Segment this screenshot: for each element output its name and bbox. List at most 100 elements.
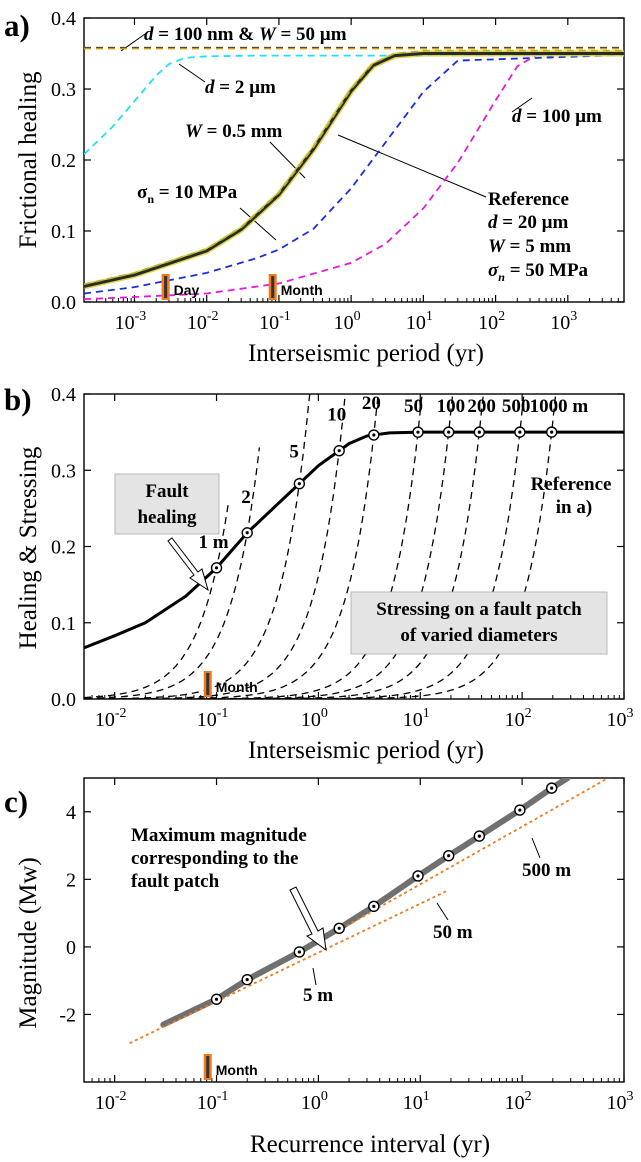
patch-point-dot [245, 531, 249, 535]
patch-label: 50 [404, 396, 423, 417]
fault-healing-line2: healing [137, 507, 197, 528]
magnitude-point-dot [245, 978, 249, 982]
fit-line-0 [129, 890, 447, 1045]
panel-c-arrow [289, 886, 327, 952]
label-500m: 500 m [522, 860, 571, 881]
reference-b-line2: in a) [556, 497, 592, 518]
panel-c-note-line2: corresponding to the [131, 848, 298, 869]
fit-line-1 [335, 778, 609, 933]
fault-healing-box [114, 473, 220, 535]
panel-a-ytick-label: 0.1 [51, 221, 76, 243]
month-marker-a-core [271, 276, 275, 298]
panel-a-xtick-label: 101 [406, 309, 433, 334]
panel-a-xtick-label: 103 [550, 309, 577, 334]
series-line-2 [84, 54, 624, 295]
patch-label: 1 m [199, 532, 229, 553]
panel-b-xtick-label: 10-1 [197, 706, 229, 731]
patch-point-dot [447, 430, 451, 434]
panel-b-tag: b) [4, 382, 32, 417]
magnitude-point-dot [297, 950, 301, 954]
panel-b-xtick-label: 10-2 [95, 706, 127, 731]
panel-a-tag: a) [4, 8, 30, 43]
patch-point-dot [416, 430, 420, 434]
patch-point-dot [214, 566, 219, 570]
magnitude-band [160, 778, 571, 1028]
panel-c-frame [83, 777, 625, 1083]
month-marker-b-label: Month [216, 679, 258, 695]
healing-curve [84, 430, 624, 650]
panel-b-ylabel: Healing & Stressing [15, 446, 42, 649]
leader-500m [531, 837, 541, 859]
annotation-d100um: d = 100 µm [512, 106, 602, 127]
panel-a-ytick-label: 0.2 [51, 150, 76, 172]
patch-point-dot [518, 430, 522, 434]
leader-sigma10 [239, 207, 277, 241]
patch-label: 2 [241, 487, 251, 508]
leader-d100um [511, 97, 533, 113]
panel-c-note-line1: Maximum magnitude [131, 825, 307, 846]
panel-a: a) Interseismic period (yr) Frictional h… [4, 8, 625, 367]
stressing-line2: of varied diameters [400, 625, 557, 646]
panel-c-tag: c) [4, 784, 28, 819]
magnitude-point-dot [518, 808, 522, 812]
panel-c-ytick-label: -2 [59, 1004, 76, 1026]
panel-a-xtick-label: 100 [334, 309, 361, 334]
magnitude-point-dot [550, 786, 554, 790]
patch-point-dot [372, 433, 376, 437]
panel-b-ytick-label: 0.0 [51, 689, 76, 711]
series-line-3 [84, 51, 624, 301]
month-marker-b-core [206, 673, 210, 695]
month-marker-c-core [206, 1056, 210, 1078]
magnitude-point-dot [372, 904, 376, 908]
leader-5m [312, 967, 317, 986]
month-marker-c-label: Month [216, 1062, 258, 1078]
annotation-sigma10: σn = 10 MPa [137, 182, 238, 206]
annotation-sigma50: σn = 50 MPa [488, 260, 589, 284]
fault-healing-arrow [167, 537, 209, 592]
panel-a-xtick-label: 10-2 [187, 309, 219, 334]
panel-c-xlabel: Recurrence interval (yr) [250, 1131, 490, 1158]
panel-a-xtick-label: 10-1 [259, 309, 291, 334]
panel-a-ytick-label: 0.0 [51, 292, 76, 314]
annotation-w05mm: W = 0.5 mm [185, 121, 283, 142]
series-line-1 [84, 54, 624, 155]
annotation-d100nm: d = 100 nm & W = 50 µm [144, 24, 347, 45]
panel-a-ytick-label: 0.3 [51, 79, 76, 101]
day-marker-label: Day [174, 282, 200, 298]
panel-b-xtick-label: 102 [505, 706, 532, 731]
annotation-d20um: d = 20 µm [488, 212, 569, 233]
panel-c-ytick-label: 0 [66, 937, 76, 959]
panel-c-curves [129, 778, 609, 1045]
patch-label: 5 [289, 442, 299, 463]
patch-label: 20 [362, 393, 381, 414]
patch-point-dot [550, 430, 554, 434]
panel-c: c) Recurrence interval (yr) Magnitude (M… [4, 777, 634, 1158]
panel-b-ytick-label: 0.1 [51, 613, 76, 635]
panel-b-xlabel: Interseismic period (yr) [248, 737, 484, 764]
series-reference-line [84, 52, 624, 288]
leader-50m [436, 902, 449, 921]
magnitude-point-dot [477, 834, 481, 838]
label-5m: 5 m [303, 985, 333, 1006]
patch-label: 200 [467, 396, 496, 417]
panel-a-ytick-label: 0.4 [51, 8, 76, 30]
stressing-box [350, 591, 608, 655]
day-marker-core [164, 276, 168, 298]
panel-c-ytick-label: 2 [66, 869, 76, 891]
panel-c-xtick-label: 103 [607, 1089, 634, 1114]
month-marker-a-label: Month [281, 282, 323, 298]
annotation-d2um: d = 2 µm [205, 77, 276, 98]
annotation-w5mm: W = 5 mm [488, 236, 571, 257]
panel-c-note-line3: fault patch [131, 871, 220, 892]
patch-point-dot [337, 449, 341, 453]
leader-d2um [178, 63, 206, 83]
panel-b-xtick-label: 101 [403, 706, 430, 731]
panel-a-curves [84, 46, 624, 301]
panel-b-xtick-label: 103 [607, 706, 634, 731]
panel-a-xlabel: Interseismic period (yr) [248, 340, 484, 367]
panel-c-xtick-label: 102 [505, 1089, 532, 1114]
leader-reference [337, 134, 487, 198]
stressing-curve [84, 500, 230, 699]
stressing-line1: Stressing on a fault patch [376, 599, 582, 620]
reference-b-line1: Reference [531, 474, 612, 495]
